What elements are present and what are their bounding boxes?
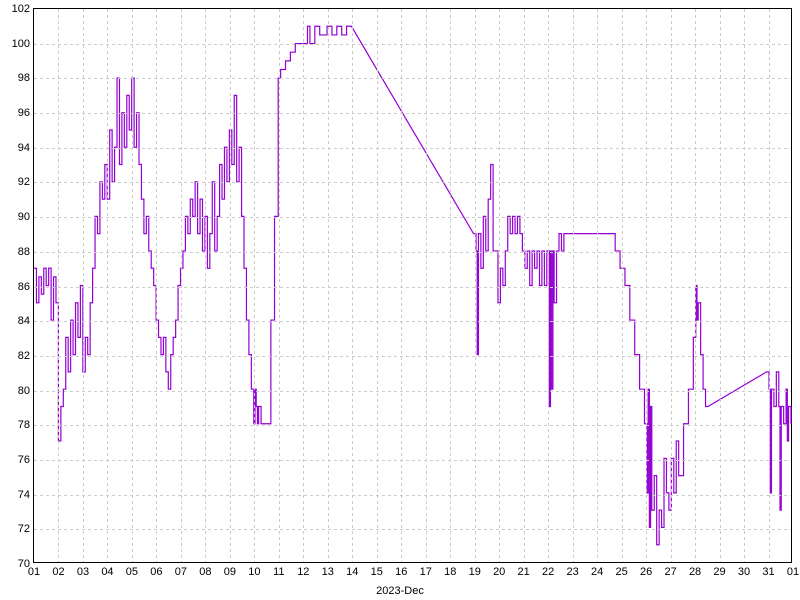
- x-tick-label: 08: [199, 566, 211, 578]
- x-tick-label: 04: [101, 566, 113, 578]
- gridline-vertical: [695, 9, 696, 562]
- gridline-vertical: [744, 9, 745, 562]
- y-tick-label: 80: [18, 385, 30, 397]
- y-tick-label: 92: [18, 176, 30, 188]
- x-tick-label: 24: [591, 566, 603, 578]
- line-layer: [34, 9, 791, 562]
- gridline-vertical: [720, 9, 721, 562]
- x-tick-label: 22: [542, 566, 554, 578]
- y-tick-label: 88: [18, 246, 30, 258]
- gridline-vertical: [475, 9, 476, 562]
- gridline-vertical: [328, 9, 329, 562]
- gridline-vertical: [646, 9, 647, 562]
- y-tick-label: 96: [18, 107, 30, 119]
- y-tick-label: 84: [18, 315, 30, 327]
- y-tick-label: 100: [12, 38, 30, 50]
- gridline-vertical: [303, 9, 304, 562]
- gridline-vertical: [499, 9, 500, 562]
- plot-area: 7072747678808284868890929496981001020102…: [33, 8, 792, 563]
- x-tick-label: 05: [126, 566, 138, 578]
- gridline-horizontal: [34, 321, 791, 322]
- gridline-horizontal: [34, 44, 791, 45]
- gridline-vertical: [597, 9, 598, 562]
- x-tick-label: 14: [346, 566, 358, 578]
- gridline-vertical: [401, 9, 402, 562]
- gridline-vertical: [377, 9, 378, 562]
- x-tick-label: 31: [762, 566, 774, 578]
- gridline-horizontal: [34, 252, 791, 253]
- timeseries-chart: 7072747678808284868890929496981001020102…: [0, 0, 800, 600]
- x-tick-label: 27: [664, 566, 676, 578]
- x-tick-label: 25: [615, 566, 627, 578]
- gridline-vertical: [83, 9, 84, 562]
- x-tick-label: 09: [224, 566, 236, 578]
- y-tick-label: 72: [18, 523, 30, 535]
- x-tick-label: 02: [52, 566, 64, 578]
- gridline-vertical: [524, 9, 525, 562]
- gridline-horizontal: [34, 529, 791, 530]
- gridline-vertical: [205, 9, 206, 562]
- gridline-vertical: [671, 9, 672, 562]
- gridline-vertical: [450, 9, 451, 562]
- x-tick-label: 03: [77, 566, 89, 578]
- gridline-vertical: [58, 9, 59, 562]
- gridline-horizontal: [34, 182, 791, 183]
- x-tick-label: 29: [713, 566, 725, 578]
- gridline-horizontal: [34, 287, 791, 288]
- y-tick-label: 90: [18, 211, 30, 223]
- gridline-vertical: [156, 9, 157, 562]
- x-tick-label: 26: [640, 566, 652, 578]
- x-tick-label: 13: [322, 566, 334, 578]
- x-tick-label: 28: [689, 566, 701, 578]
- y-tick-label: 74: [18, 489, 30, 501]
- gridline-horizontal: [34, 391, 791, 392]
- gridline-vertical: [254, 9, 255, 562]
- gridline-vertical: [107, 9, 108, 562]
- gridline-vertical: [622, 9, 623, 562]
- x-tick-label: 10: [248, 566, 260, 578]
- y-tick-label: 94: [18, 142, 30, 154]
- y-tick-label: 98: [18, 72, 30, 84]
- gridline-horizontal: [34, 217, 791, 218]
- x-tick-label: 30: [738, 566, 750, 578]
- y-tick-label: 76: [18, 454, 30, 466]
- gridline-vertical: [548, 9, 549, 562]
- y-tick-label: 82: [18, 350, 30, 362]
- gridline-vertical: [573, 9, 574, 562]
- gridline-horizontal: [34, 425, 791, 426]
- gridline-horizontal: [34, 113, 791, 114]
- series-line: [34, 26, 791, 544]
- gridline-horizontal: [34, 356, 791, 357]
- y-tick-label: 102: [12, 3, 30, 15]
- x-tick-label: 21: [518, 566, 530, 578]
- x-axis-label: 2023-Dec: [376, 585, 424, 597]
- x-tick-label: 07: [175, 566, 187, 578]
- x-tick-label: 15: [371, 566, 383, 578]
- x-tick-label: 01: [28, 566, 40, 578]
- gridline-vertical: [352, 9, 353, 562]
- x-tick-label: 01: [787, 566, 799, 578]
- gridline-horizontal: [34, 148, 791, 149]
- gridline-vertical: [181, 9, 182, 562]
- gridline-horizontal: [34, 460, 791, 461]
- x-tick-label: 20: [493, 566, 505, 578]
- x-tick-label: 23: [567, 566, 579, 578]
- gridline-vertical: [769, 9, 770, 562]
- gridline-vertical: [426, 9, 427, 562]
- gridline-vertical: [279, 9, 280, 562]
- gridline-vertical: [132, 9, 133, 562]
- y-tick-label: 78: [18, 419, 30, 431]
- x-tick-label: 12: [297, 566, 309, 578]
- x-tick-label: 11: [273, 566, 284, 578]
- gridline-vertical: [230, 9, 231, 562]
- x-tick-label: 18: [444, 566, 456, 578]
- x-tick-label: 17: [420, 566, 432, 578]
- gridline-horizontal: [34, 78, 791, 79]
- x-tick-label: 19: [469, 566, 481, 578]
- gridline-horizontal: [34, 495, 791, 496]
- x-tick-label: 16: [395, 566, 407, 578]
- y-tick-label: 86: [18, 281, 30, 293]
- x-tick-label: 06: [150, 566, 162, 578]
